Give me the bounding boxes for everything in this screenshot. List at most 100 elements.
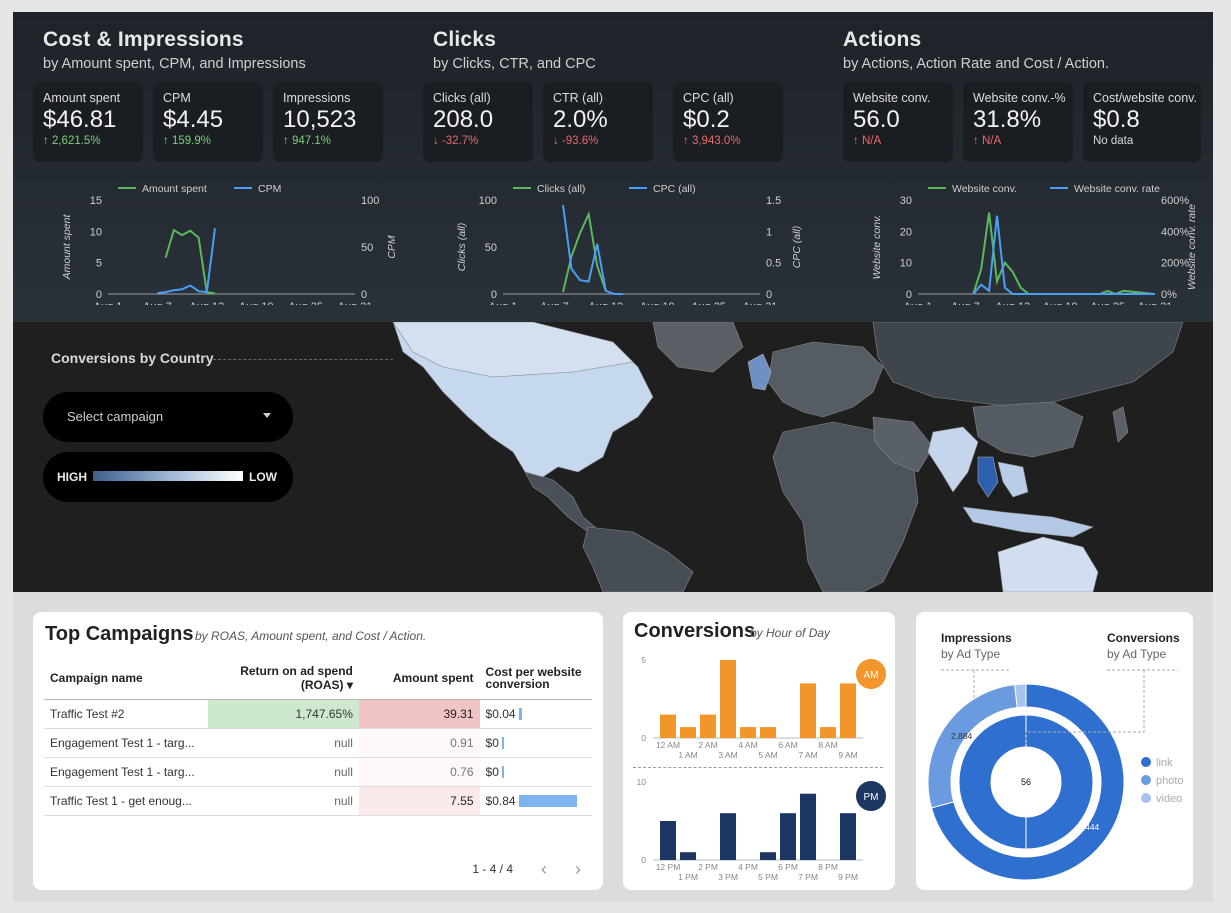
- cell-campaign-name: Traffic Test #2: [44, 699, 208, 729]
- campaign-select[interactable]: Select campaign: [43, 392, 293, 442]
- y2-axis-label: Website conv. rate: [1186, 204, 1198, 290]
- x-tick-label: 5 AM: [758, 750, 777, 760]
- legend-low: LOW: [249, 470, 277, 484]
- cell-roas: 1,747.65%: [207, 699, 359, 729]
- region-china[interactable]: [972, 401, 1084, 458]
- chevron-right-icon[interactable]: ›: [575, 859, 581, 879]
- kpi-label: CTR (all): [553, 91, 603, 105]
- region-russia[interactable]: [872, 322, 1184, 408]
- top-campaigns-panel: Top Campaigns by ROAS, Amount spent, and…: [33, 612, 603, 890]
- region-thailand[interactable]: [977, 456, 999, 498]
- chevron-left-icon[interactable]: ‹: [541, 859, 547, 879]
- x-tick-label: 7 AM: [798, 750, 817, 760]
- bar: [720, 813, 736, 860]
- section-subtitle: by Amount spent, CPM, and Impressions: [43, 56, 306, 72]
- donut-chart-ad-type: Impressions by Ad Type Conversions by Ad Ty…: [927, 631, 1184, 881]
- y2-tick-label: 100: [361, 195, 379, 207]
- x-tick-label: 1 AM: [678, 750, 697, 760]
- kpi-change: ↓ -32.7%: [433, 135, 479, 147]
- x-tick-label: 9 AM: [838, 750, 857, 760]
- series-line: [157, 228, 216, 295]
- section-title: Clicks: [433, 28, 497, 51]
- kpi-card-website-conv[interactable]: Website conv. 56.0 ↑ N/A: [843, 82, 953, 162]
- outer-slice-link: [930, 683, 1125, 881]
- region-indonesia[interactable]: [962, 506, 1094, 538]
- badge-label: PM: [864, 792, 879, 803]
- region-south-america[interactable]: [582, 526, 694, 592]
- col-campaign-name[interactable]: Campaign name: [44, 657, 208, 700]
- kpi-change: ↑ N/A: [973, 135, 1002, 147]
- col-roas[interactable]: Return on ad spend (ROAS) ▾: [207, 657, 359, 700]
- arrow-up-icon: ↑: [163, 135, 172, 147]
- x-tick-label: 2 AM: [698, 740, 717, 750]
- y-tick-label: 10: [900, 258, 912, 270]
- region-europe[interactable]: [767, 341, 884, 418]
- section-title: Cost & Impressions: [43, 28, 244, 51]
- kpi-card-ctr[interactable]: CTR (all) 2.0% ↓ -93.6%: [543, 82, 653, 162]
- arrow-up-icon: ↑: [283, 135, 292, 147]
- bar: [800, 683, 816, 738]
- region-greenland[interactable]: [652, 322, 744, 373]
- table-row[interactable]: Traffic Test #2 1,747.65% 39.31 $0.04: [44, 699, 592, 729]
- kpi-label: Impressions: [283, 91, 351, 105]
- line-chart-clicks: Clicks (all) CPC (all) 0 50 100 0 0.5 1 1.5 Aug 1…: [456, 183, 803, 305]
- kpi-card-impressions[interactable]: Impressions 10,523 ↑ 947.1%: [273, 82, 383, 162]
- legend-label: photo: [1156, 775, 1184, 787]
- sort-down-icon: ▾: [346, 677, 353, 692]
- kpi-card-website-conv-rate[interactable]: Website conv.-% 31.8% ↑ N/A: [963, 82, 1073, 162]
- table-row[interactable]: Engagement Test 1 - targ... null 0.76 $0: [44, 757, 592, 787]
- y-tick-label: 50: [485, 242, 497, 254]
- kpi-value: 56.0: [853, 106, 900, 133]
- bar: [820, 727, 836, 738]
- conversions-title: Conversions: [1107, 631, 1180, 645]
- x-tick-label: Aug 19: [239, 301, 274, 305]
- x-tick-label: Aug 13: [995, 301, 1030, 305]
- legend-label: Website conv. rate: [1074, 183, 1160, 195]
- region-australia[interactable]: [997, 536, 1099, 592]
- table-row[interactable]: Engagement Test 1 - targ... null 0.91 $0: [44, 728, 592, 758]
- cell-roas: null: [207, 757, 359, 787]
- bar: [680, 727, 696, 738]
- cell-roas: null: [207, 786, 359, 816]
- cell-cost-per-conv: $0.84: [479, 786, 592, 816]
- x-tick-label: 4 PM: [738, 862, 758, 872]
- y-tick-label: 15: [90, 195, 102, 207]
- x-tick-label: Aug 1: [94, 301, 123, 305]
- cell-cost-per-conv: $0: [479, 757, 592, 787]
- y2-tick-label: 0: [361, 289, 367, 301]
- legend-gradient: [93, 471, 243, 481]
- series-line: [562, 204, 623, 295]
- kpi-card-cpm[interactable]: CPM $4.45 ↑ 159.9%: [153, 82, 263, 162]
- kpi-card-clicks[interactable]: Clicks (all) 208.0 ↓ -32.7%: [423, 82, 533, 162]
- bar: [760, 852, 776, 860]
- x-tick-label: Aug 7: [143, 301, 172, 305]
- world-map[interactable]: [13, 322, 1213, 592]
- legend-label: CPM: [258, 183, 281, 195]
- kpi-card-cpc[interactable]: CPC (all) $0.2 ↑ 3,943.0%: [673, 82, 783, 162]
- arrow-up-icon: ↑: [973, 135, 982, 147]
- kpi-card-amount-spent[interactable]: Amount spent $46.81 ↑ 2,621.5%: [33, 82, 143, 162]
- y-tick-label: 0: [491, 289, 497, 301]
- x-tick-label: Aug 31: [743, 301, 778, 305]
- region-india[interactable]: [927, 426, 979, 493]
- region-uk[interactable]: [747, 353, 772, 391]
- col-cost-per-conv[interactable]: Cost per website conversion: [479, 657, 592, 700]
- kpi-value: $0.2: [683, 106, 730, 133]
- y-axis-label: Clicks (all): [456, 223, 468, 271]
- table-row[interactable]: Traffic Test 1 - get enoug... null 7.55 $0.…: [44, 786, 592, 816]
- pm-badge: [856, 781, 886, 811]
- y2-axis-label: CPC (all): [791, 226, 803, 269]
- section-cost-impressions: Cost & Impressions by Amount spent, CPM,…: [33, 12, 423, 322]
- kpi-card-cost-website-conv[interactable]: Cost/website conv. $0.8 No data: [1083, 82, 1201, 162]
- bar-chart-am: 0 5 12 AM1 AM2 AM3 AM4 AM5 AM6 AM7 AM8 AM9…: [641, 655, 886, 760]
- x-tick-label: 3 PM: [718, 872, 738, 882]
- legend-label: Website conv.: [952, 183, 1017, 195]
- y-tick-label: 30: [900, 195, 912, 207]
- impressions-title: Impressions: [941, 631, 1012, 645]
- bar: [760, 727, 776, 738]
- kpi-label: Clicks (all): [433, 91, 491, 105]
- x-tick-label: Aug 19: [640, 301, 675, 305]
- section-title: Actions: [843, 28, 922, 51]
- col-amount-spent[interactable]: Amount spent: [358, 657, 480, 700]
- divider: [213, 359, 393, 360]
